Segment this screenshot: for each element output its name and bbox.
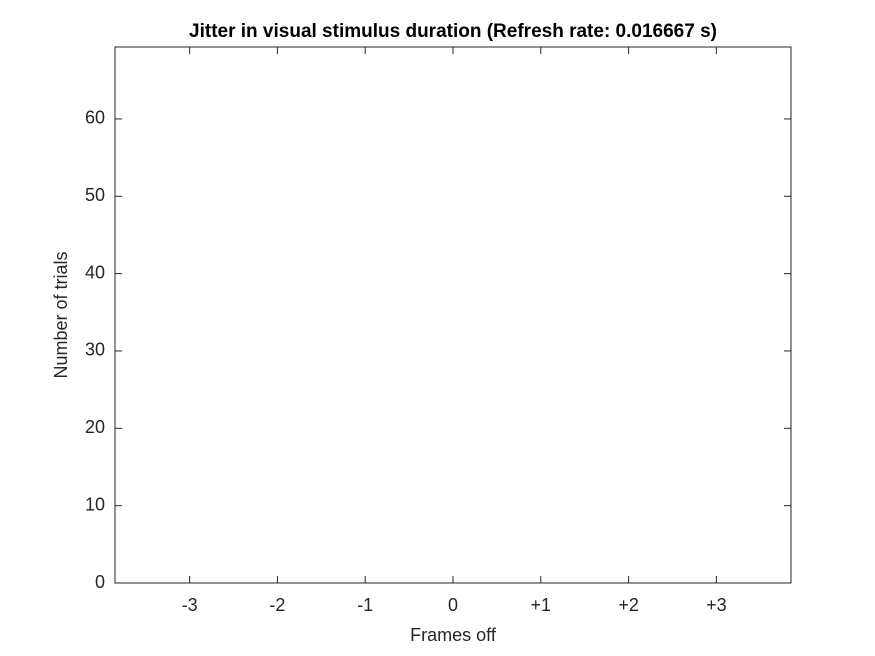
y-tick-label: 10 [85,494,105,514]
y-axis-label: Number of trials [51,251,71,378]
x-tick-label: -3 [182,595,198,615]
y-tick-label: 30 [85,340,105,360]
x-axis-label: Frames off [410,625,497,645]
y-tick-label: 60 [85,108,105,128]
x-tick-label: +2 [618,595,639,615]
y-tick-label: 20 [85,417,105,437]
x-tick-label: -1 [357,595,373,615]
y-tick-label: 40 [85,262,105,282]
plot-box [114,46,792,584]
y-tick-label: 50 [85,185,105,205]
x-tick-label: +1 [531,595,552,615]
x-tick-label: +3 [706,595,727,615]
x-tick-label: 0 [448,595,458,615]
chart-title: Jitter in visual stimulus duration (Refr… [189,21,717,42]
x-tick-label: -2 [269,595,285,615]
y-tick-label: 0 [95,572,105,592]
